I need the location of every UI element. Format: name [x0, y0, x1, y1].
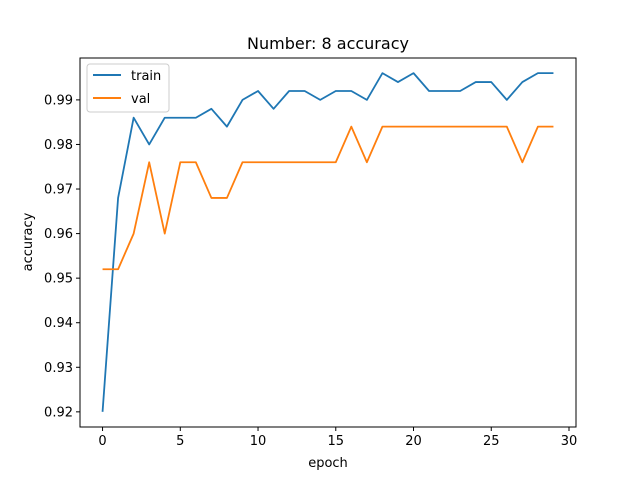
x-tick-label: 10	[250, 434, 267, 449]
y-tick-label: 0.99	[44, 93, 73, 108]
chart-title: Number: 8 accuracy	[247, 34, 409, 53]
legend-label-val: val	[131, 92, 150, 107]
x-tick-label: 15	[328, 434, 345, 449]
y-tick-label: 0.96	[44, 227, 73, 242]
plot-area	[79, 57, 577, 428]
legend: train val	[86, 63, 170, 113]
series-line-val	[102, 125, 554, 271]
y-axis-ticks: 0.92 0.93 0.94 0.95 0.96 0.97 0.98 0.99	[44, 93, 80, 420]
y-tick-label: 0.97	[44, 183, 73, 198]
x-tick-label: 0	[98, 434, 106, 449]
x-tick-label: 20	[405, 434, 422, 449]
x-tick-label: 30	[561, 434, 578, 449]
x-tick-label: 25	[483, 434, 500, 449]
x-axis-label: epoch	[308, 456, 348, 471]
series-line-train	[101, 72, 554, 412]
y-tick-label: 0.93	[44, 361, 73, 376]
x-axis-ticks: 0 5 10 15 20 25 30	[98, 427, 577, 449]
x-tick-label: 5	[176, 434, 184, 449]
legend-label-train: train	[131, 69, 161, 84]
y-axis-label: accuracy	[21, 212, 36, 271]
y-tick-label: 0.95	[44, 272, 73, 287]
y-tick-label: 0.98	[44, 138, 73, 153]
y-tick-label: 0.92	[44, 405, 73, 420]
series-layer	[101, 72, 554, 412]
y-tick-label: 0.94	[44, 316, 73, 331]
